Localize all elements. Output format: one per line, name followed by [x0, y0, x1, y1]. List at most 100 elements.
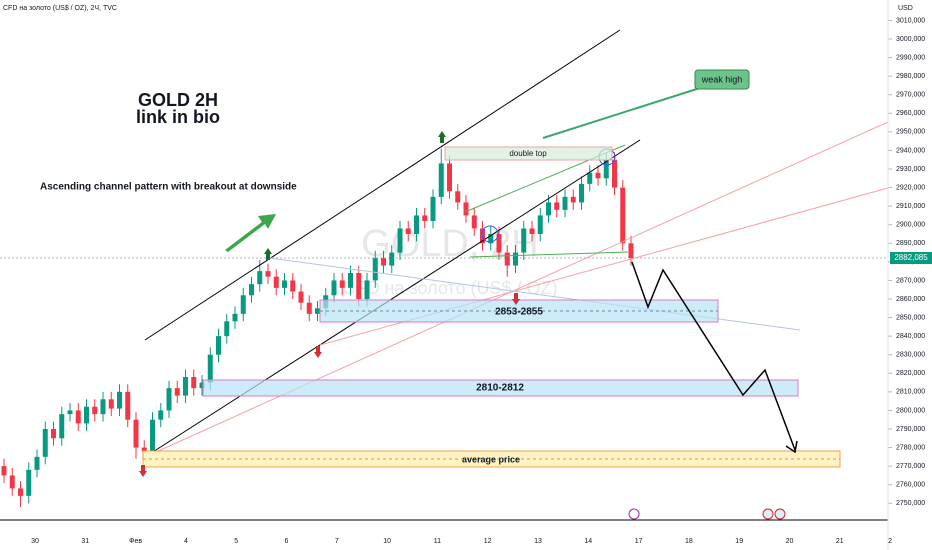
y-tick-label: 2910,000 — [896, 203, 925, 210]
candle-body — [125, 391, 131, 420]
candle-body — [488, 234, 494, 244]
x-tick-label: 7 — [335, 538, 339, 545]
candle-body — [389, 252, 395, 266]
x-tick-label: 17 — [635, 538, 643, 545]
zone-box — [202, 379, 799, 397]
channel-lower — [144, 139, 641, 458]
candle-body — [405, 228, 411, 234]
candle-body — [414, 215, 419, 234]
candle-body — [430, 196, 436, 221]
candle-body — [224, 321, 230, 337]
candle-body — [298, 291, 304, 303]
y-tick-label: 2780,000 — [896, 444, 925, 451]
y-tick-label: 2750,000 — [896, 500, 925, 507]
up-arrow — [225, 214, 276, 252]
candle-body — [51, 429, 56, 439]
candle-body — [100, 399, 106, 415]
x-tick-label: 20 — [786, 538, 794, 545]
candle-body — [364, 280, 370, 299]
candle-body — [587, 172, 593, 184]
candle-body — [339, 280, 345, 288]
candle-body — [199, 382, 205, 389]
candle-body — [570, 196, 576, 203]
candle-body — [166, 388, 172, 411]
candle-body — [381, 258, 386, 266]
event-icon — [762, 508, 774, 520]
weak-high-pointer — [542, 87, 701, 139]
candle-body — [183, 377, 188, 396]
double-top-box — [444, 146, 613, 161]
pattern-label: Ascending channel pattern with breakout … — [40, 182, 297, 193]
candle-body — [141, 447, 147, 452]
candle-body — [232, 313, 238, 322]
y-tick-label: 2810,000 — [896, 389, 925, 396]
candle-body — [438, 163, 444, 197]
y-tick-label: 2830,000 — [896, 352, 925, 359]
x-tick-label: 5 — [234, 538, 238, 545]
average-label: average price — [462, 454, 520, 464]
candle-body — [67, 410, 73, 415]
y-tick-label: 2930,000 — [896, 166, 925, 173]
candle-body — [42, 429, 48, 457]
x-tick-label: 6 — [285, 538, 289, 545]
x-tick-label: 14 — [584, 538, 592, 545]
y-tick-label: 2840,000 — [896, 333, 925, 340]
y-tick-label: 2800,000 — [896, 407, 925, 414]
candle-body — [331, 280, 337, 296]
candle-body — [397, 228, 403, 253]
candle-body — [579, 183, 584, 203]
candle-body — [306, 302, 312, 314]
candle-body — [554, 202, 560, 210]
y-tick-label: 2790,000 — [896, 426, 925, 433]
candle-body — [455, 191, 461, 203]
channel-upper — [144, 29, 621, 341]
y-tick-label: 2960,000 — [896, 110, 925, 117]
candle-body — [75, 410, 81, 424]
candle-body — [191, 377, 197, 389]
candle-body — [595, 172, 601, 179]
candle-body — [612, 159, 617, 188]
candle-body — [356, 273, 362, 299]
weak-high-box — [694, 69, 750, 90]
trend-line — [144, 121, 889, 458]
y-tick-label: 2760,000 — [896, 482, 925, 489]
candle-body — [422, 215, 428, 221]
candle-body — [1, 466, 7, 476]
down-marker — [139, 465, 147, 477]
candle-body — [150, 419, 155, 452]
candle-body — [282, 280, 287, 288]
y-tick-label: 2890,000 — [896, 240, 925, 247]
y-tick-label: 3000,000 — [896, 36, 925, 43]
x-tick-label: 11 — [434, 538, 441, 545]
double-top-label: double top — [509, 149, 547, 158]
down-marker — [314, 346, 322, 358]
candle-body — [273, 276, 279, 288]
candle-body — [620, 187, 626, 244]
pattern-line — [469, 251, 629, 258]
candle-body — [471, 215, 477, 229]
candle-body — [447, 163, 452, 192]
up-marker — [438, 131, 446, 143]
header: CFD на золото (US$ / OZ), 2Ч, TVC — [3, 5, 117, 12]
candle-body — [504, 252, 510, 266]
candle-body — [133, 419, 139, 448]
candle-body — [546, 202, 551, 216]
up-marker — [264, 248, 272, 260]
candle-body — [537, 215, 543, 234]
candle-body — [529, 228, 535, 234]
candle-body — [108, 399, 114, 409]
x-tick-label: 10 — [383, 538, 391, 545]
y-tick-label: 2770,000 — [896, 463, 925, 470]
y-tick-label: 3010,000 — [896, 17, 925, 24]
candle-body — [315, 308, 320, 314]
x-tick-label: 4 — [184, 538, 188, 545]
candle-body — [603, 159, 609, 179]
y-tick-label: 2990,000 — [896, 54, 925, 61]
candle-body — [265, 271, 271, 277]
y-tick-label: 2860,000 — [896, 296, 925, 303]
projection-arrowhead — [785, 440, 798, 454]
last-price: 2882,085 — [894, 253, 928, 262]
candle-body — [521, 228, 527, 253]
candle-body — [628, 243, 634, 259]
